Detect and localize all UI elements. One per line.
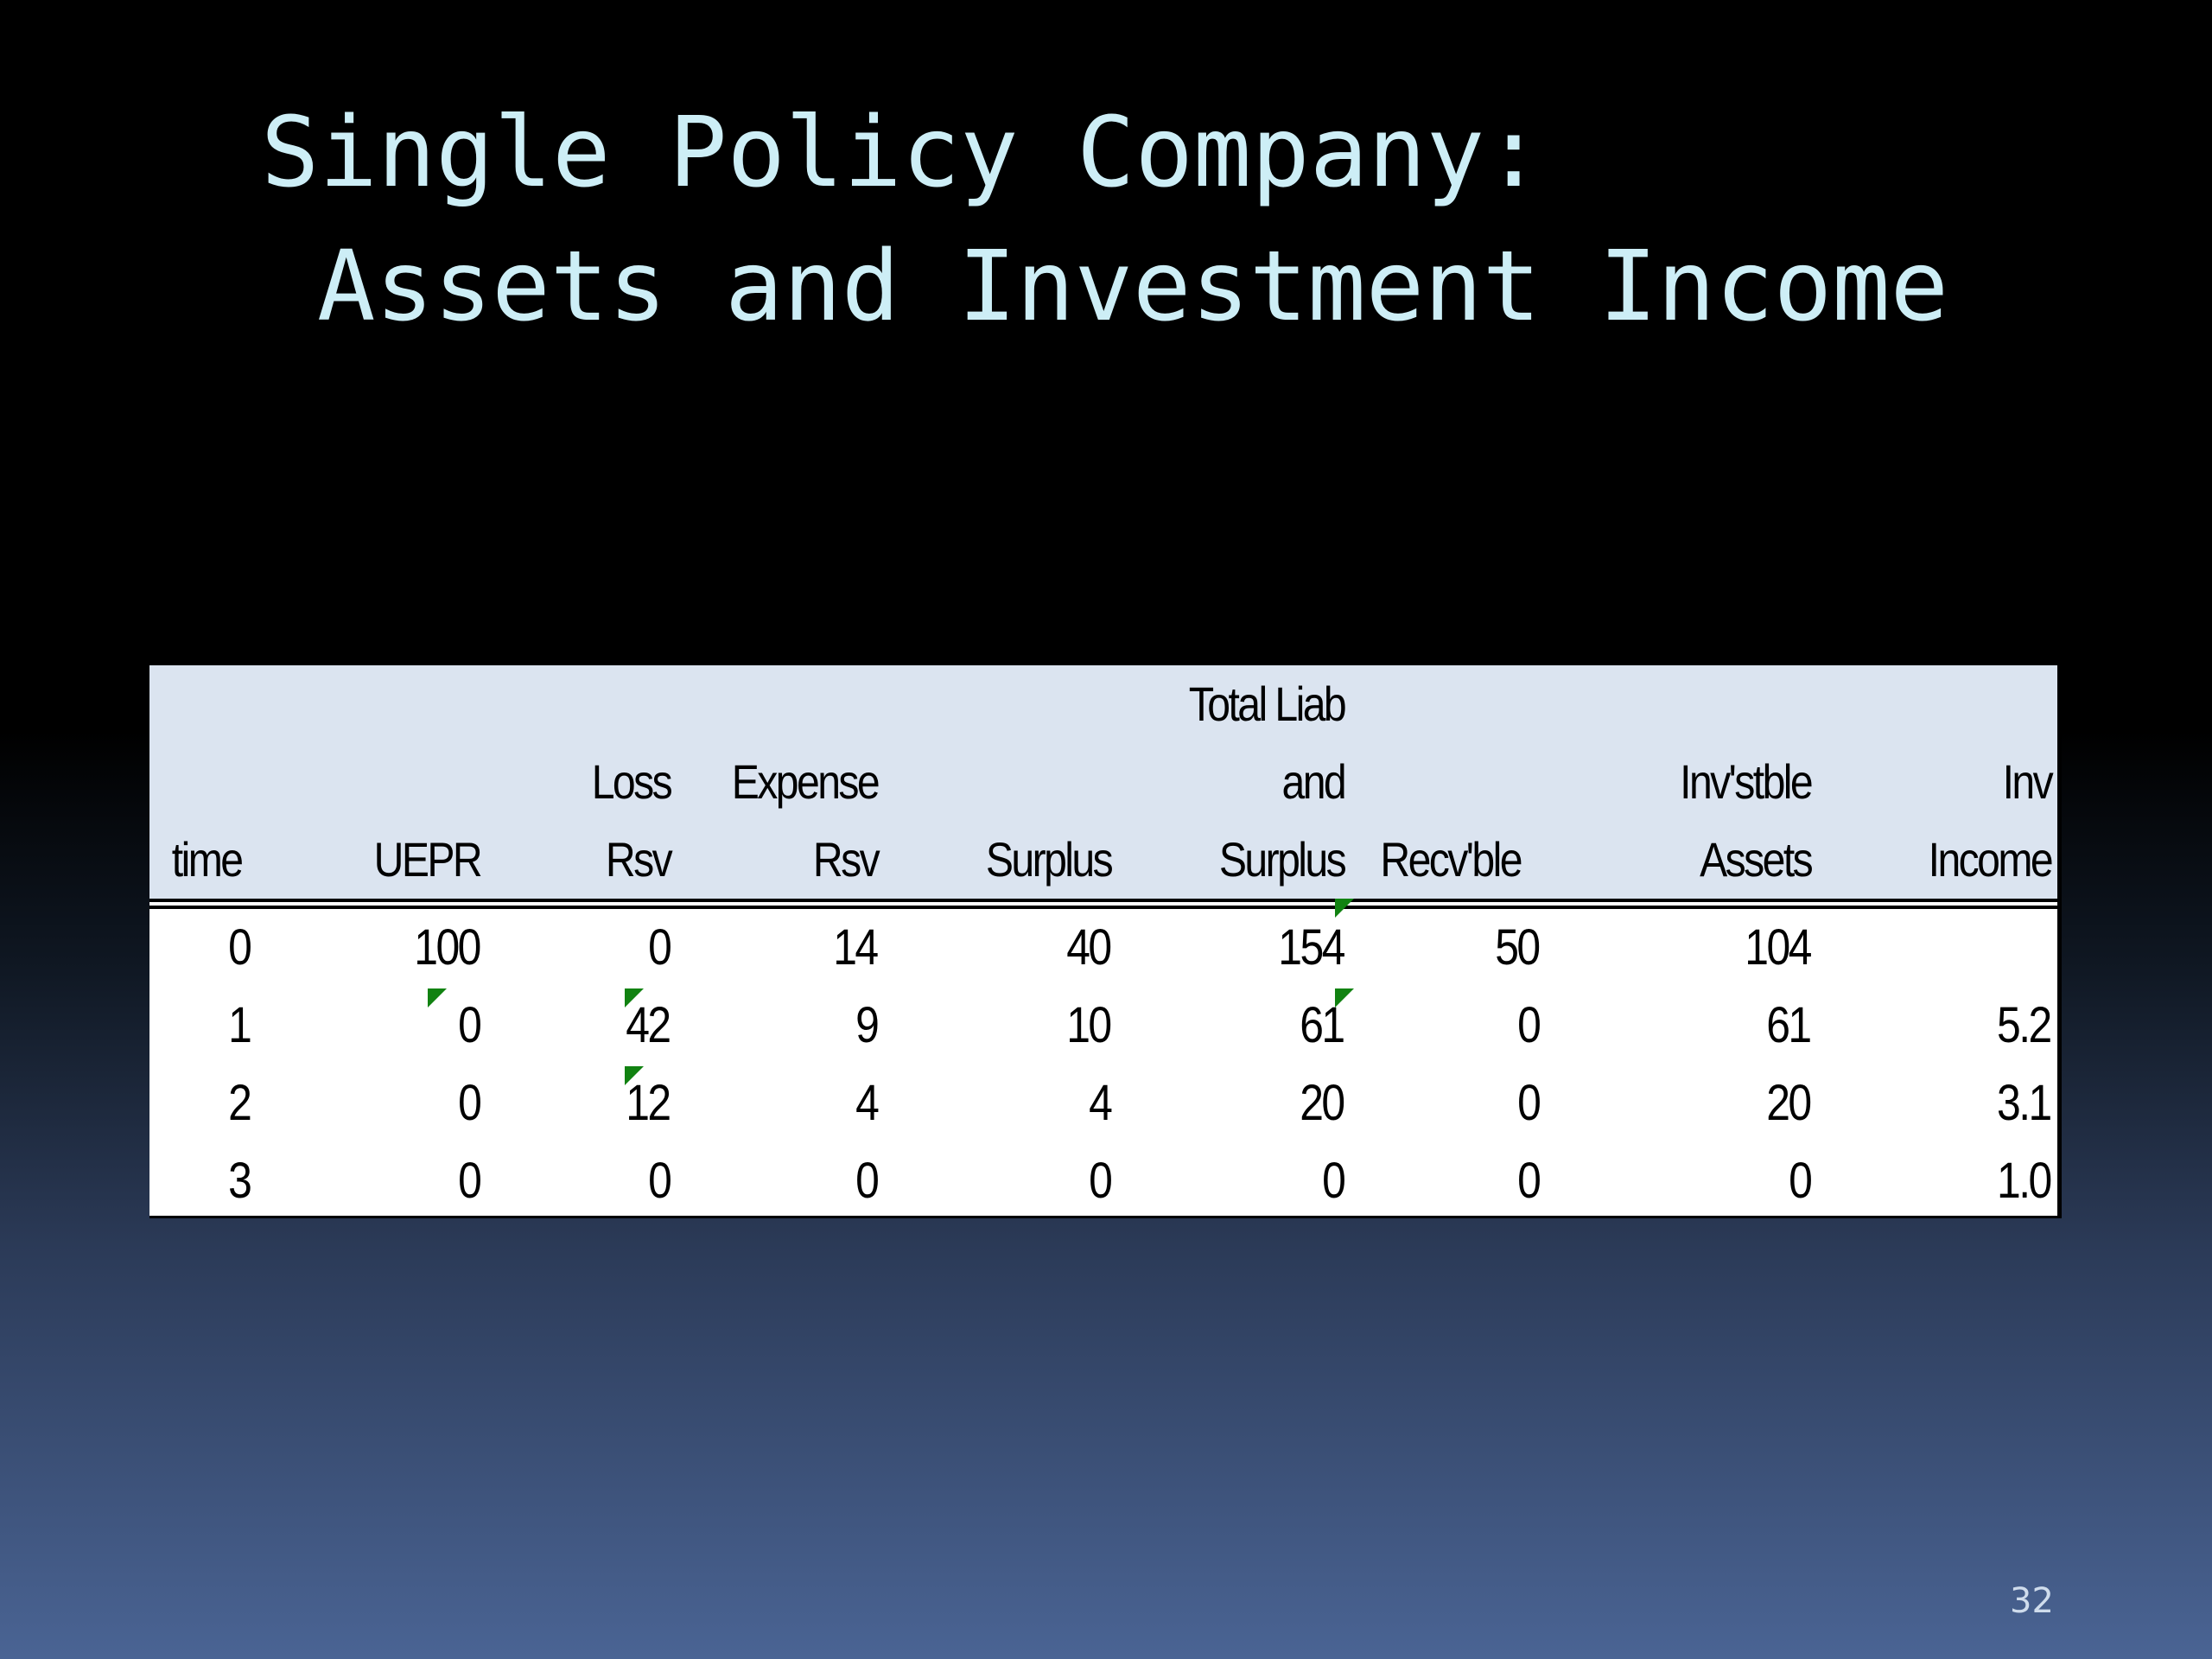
- table-cell: 154: [1117, 899, 1354, 987]
- table-cell: 50: [1495, 919, 1541, 976]
- table-cell: 3: [227, 1153, 252, 1209]
- table-row: 3 0 0 0 0 0 0 0 1.0: [149, 1142, 2057, 1220]
- table-cell: 0: [1788, 1153, 1813, 1209]
- table-cell: 0: [457, 1075, 482, 1131]
- table-cell: 10: [1066, 997, 1113, 1053]
- spreadsheet-table: time UEPR Loss Rsv Expense Rsv Surplus Tot…: [149, 665, 2062, 1218]
- table-cell: 0: [647, 1153, 672, 1209]
- table-cell: 0: [855, 1153, 880, 1209]
- table-cell: 3.1: [1997, 1075, 2052, 1131]
- table-body: 0 100 0 14 40 154 50 104 1 0 42 9 10 61 0 61 5.2 2 0 12 4 4 20…: [149, 899, 2057, 1220]
- table-cell: 104: [1745, 919, 1813, 976]
- comment-indicator-icon: [1335, 899, 1354, 918]
- table-cell: 12: [486, 1065, 677, 1142]
- table-cell: 4: [1088, 1075, 1113, 1131]
- table-cell: 20: [1766, 1075, 1813, 1131]
- table-cell: [1817, 904, 2057, 987]
- comment-indicator-icon: [1335, 988, 1354, 1007]
- table-row: 0 100 0 14 40 154 50 104: [149, 899, 2057, 987]
- table-cell: 5.2: [1997, 997, 2052, 1053]
- table-cell: 0: [1321, 1153, 1346, 1209]
- table-cell: 4: [855, 1075, 880, 1131]
- table-cell: 1.0: [1997, 1153, 2052, 1209]
- table-cell: 0: [279, 987, 486, 1065]
- title-line-2: Assets and Investment Income: [317, 231, 1949, 343]
- table-cell: 40: [1066, 919, 1113, 976]
- table-cell: 61: [1117, 987, 1354, 1065]
- table-cell: 100: [414, 919, 482, 976]
- page-number: 32: [2010, 1581, 2054, 1621]
- col-header-time: time: [171, 832, 244, 887]
- col-header-uepr: UEPR: [373, 832, 483, 887]
- table-cell: 9: [855, 997, 880, 1053]
- col-header-inv-income: Inv Income: [1928, 754, 2054, 887]
- table-cell: 0: [1516, 1075, 1541, 1131]
- comment-indicator-icon: [625, 1066, 644, 1085]
- col-header-expense-rsv: Expense Rsv: [731, 754, 880, 887]
- col-header-loss-rsv: Loss Rsv: [591, 754, 673, 887]
- table-cell: 0: [457, 1153, 482, 1209]
- col-header-recvble: Recv'ble: [1380, 832, 1522, 887]
- table-cell: 0: [1516, 1153, 1541, 1209]
- comment-indicator-icon: [428, 988, 447, 1007]
- table-cell: 0: [227, 919, 252, 976]
- table-row: 2 0 12 4 4 20 0 20 3.1: [149, 1065, 2057, 1142]
- table-cell: 1: [227, 997, 252, 1053]
- table-cell: 20: [1300, 1075, 1346, 1131]
- comment-indicator-icon: [625, 988, 644, 1007]
- col-header-surplus: Surplus: [985, 832, 1114, 887]
- table-cell: 14: [833, 919, 880, 976]
- table-row: 1 0 42 9 10 61 0 61 5.2: [149, 987, 2057, 1065]
- title-line-1: Single Policy Company:: [261, 97, 1543, 209]
- header-row: time UEPR Loss Rsv Expense Rsv Surplus Tot…: [149, 665, 2057, 904]
- table-cell: 0: [1088, 1153, 1113, 1209]
- slide-title: Single Policy Company: Assets and Invest…: [261, 86, 1948, 354]
- table-cell: 42: [486, 987, 677, 1065]
- table-cell: 2: [227, 1075, 252, 1131]
- table-cell: 0: [1516, 997, 1541, 1053]
- table-cell: 61: [1766, 997, 1813, 1053]
- col-header-total-liab: Total Liab and Surplus: [1188, 677, 1347, 887]
- table-cell: 0: [647, 919, 672, 976]
- col-header-invstble-assets: Inv'stble Assets: [1680, 754, 1814, 887]
